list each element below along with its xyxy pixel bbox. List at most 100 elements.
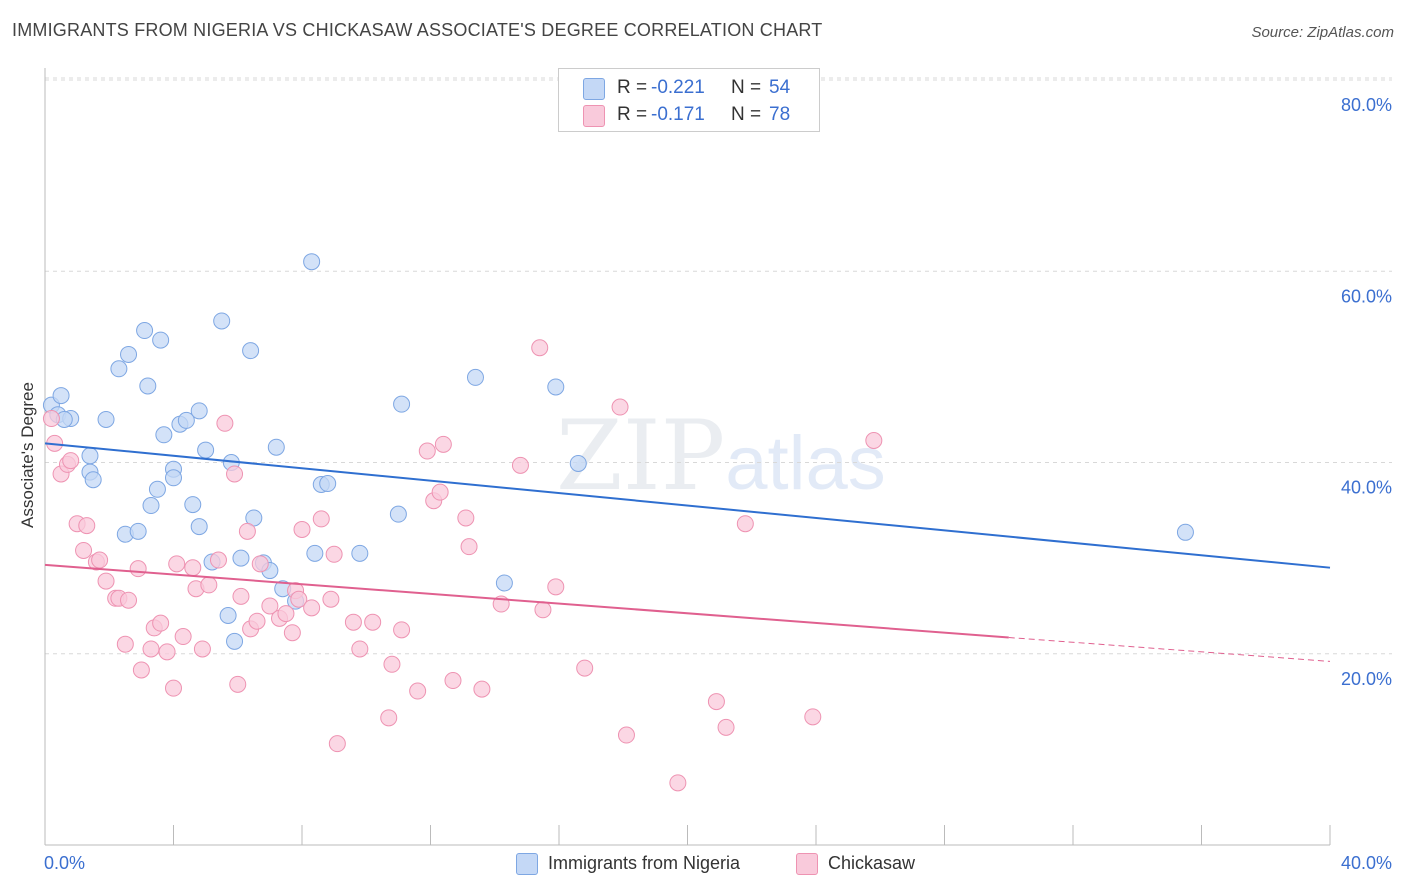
- chickasaw-point: [129, 560, 147, 578]
- legend-r-label: R =: [617, 77, 648, 98]
- nigeria-point: [306, 544, 324, 562]
- tick-labels: 20.0% 40.0% 60.0% 80.0% 0.0% 40.0%: [44, 95, 1392, 873]
- chickasaw-point: [261, 597, 279, 615]
- nigeria-point: [389, 505, 407, 523]
- chickasaw-point: [322, 590, 340, 608]
- chickasaw-point: [277, 605, 295, 623]
- chart-source: Source: ZipAtlas.com: [1251, 24, 1394, 41]
- legend-swatch-nigeria: [583, 78, 605, 100]
- legend-r-value: -0.221: [651, 77, 705, 98]
- chart-title: IMMIGRANTS FROM NIGERIA VS CHICKASAW ASS…: [12, 20, 823, 40]
- nigeria-point: [226, 632, 244, 650]
- chickasaw-point: [283, 624, 301, 642]
- watermark-atlas: atlas: [725, 421, 886, 506]
- chickasaw-point: [97, 572, 115, 590]
- chickasaw-point: [184, 559, 202, 577]
- chickasaw-point: [804, 708, 822, 726]
- nigeria-point: [319, 475, 337, 493]
- chickasaw-point: [457, 509, 475, 527]
- chickasaw-point: [431, 483, 449, 501]
- chickasaw-trend-extension: [1008, 636, 1331, 662]
- chickasaw-point: [511, 456, 529, 474]
- chickasaw-point: [200, 576, 218, 594]
- chickasaw-point: [226, 465, 244, 483]
- nigeria-point: [136, 322, 154, 340]
- chickasaw-point: [383, 655, 401, 673]
- correlation-legend: R = -0.221 N = 54 R = -0.171 N = 78: [558, 68, 820, 132]
- nigeria-point: [84, 471, 102, 489]
- chickasaw-point: [232, 587, 250, 605]
- chickasaw-point: [91, 551, 109, 569]
- trend-lines: [44, 442, 1331, 662]
- nigeria-point: [165, 469, 182, 487]
- nigeria-point: [569, 454, 587, 472]
- bottom-legend-swatch-chickasaw: [796, 853, 818, 875]
- watermark-zip: ZIP: [556, 400, 726, 512]
- chickasaw-point: [736, 515, 754, 533]
- bottom-legend-label-chickasaw: Chickasaw: [828, 853, 916, 873]
- nigeria-point: [495, 574, 513, 592]
- legend-swatch-chickasaw: [583, 105, 605, 127]
- chickasaw-point: [473, 680, 491, 698]
- x-tick-label: 40.0%: [1341, 853, 1392, 873]
- chickasaw-point: [328, 735, 346, 753]
- nigeria-point: [129, 522, 147, 540]
- nigeria-point: [97, 410, 115, 428]
- chickasaw-point: [531, 339, 549, 357]
- chickasaw-point: [168, 555, 186, 573]
- chickasaw-point: [174, 628, 192, 646]
- watermark: ZIPatlas: [556, 400, 886, 512]
- nigeria-point: [110, 360, 128, 378]
- chickasaw-point: [351, 640, 369, 658]
- chickasaw-point: [717, 718, 735, 736]
- legend-n-label: N =: [731, 104, 762, 125]
- nigeria-point: [148, 480, 166, 498]
- chickasaw-point: [611, 398, 629, 416]
- nigeria-point: [52, 387, 70, 405]
- nigeria-point: [155, 426, 173, 444]
- nigeria-point: [267, 438, 285, 456]
- nigeria-point: [139, 377, 157, 395]
- legend-n-value: 78: [769, 104, 791, 125]
- legend-r-value: -0.171: [651, 104, 705, 125]
- nigeria-point: [177, 411, 195, 429]
- chickasaw-point: [434, 435, 452, 453]
- chickasaw-point: [303, 599, 321, 617]
- nigeria-point: [190, 518, 208, 536]
- nigeria-point: [232, 549, 250, 567]
- nigeria-point: [184, 496, 202, 514]
- nigeria-point: [351, 544, 369, 562]
- nigeria-point: [466, 368, 484, 386]
- chickasaw-point: [120, 591, 138, 609]
- chickasaw-point: [576, 659, 594, 677]
- chickasaw-point: [42, 410, 60, 428]
- legend-n-label: N =: [731, 77, 762, 98]
- nigeria-point: [219, 607, 237, 624]
- chickasaw-point: [460, 538, 478, 556]
- chickasaw-point: [238, 522, 256, 540]
- chickasaw-point: [293, 520, 311, 538]
- chickasaw-point: [209, 551, 227, 569]
- chickasaw-point: [444, 672, 462, 690]
- nigeria-point: [197, 441, 215, 459]
- chickasaw-point: [116, 635, 134, 653]
- chickasaw-point: [312, 510, 330, 528]
- axes: [44, 68, 1331, 846]
- chickasaw-point: [669, 774, 687, 792]
- chickasaw-point: [62, 452, 80, 470]
- nigeria-point: [213, 312, 231, 330]
- chickasaw-point: [547, 578, 565, 596]
- x-tick-label: 0.0%: [44, 853, 85, 873]
- chickasaw-point: [248, 612, 266, 630]
- chickasaw-point: [364, 613, 382, 631]
- chickasaw-point: [325, 545, 343, 563]
- chickasaw-point: [193, 640, 211, 658]
- y-tick-label: 40.0%: [1341, 478, 1392, 498]
- chickasaw-point: [142, 640, 160, 658]
- chickasaw-point: [865, 432, 883, 450]
- y-axis-title: Associate's Degree: [18, 382, 37, 528]
- chickasaw-point: [158, 643, 176, 661]
- nigeria-point: [303, 253, 321, 271]
- legend-r-label: R =: [617, 104, 648, 125]
